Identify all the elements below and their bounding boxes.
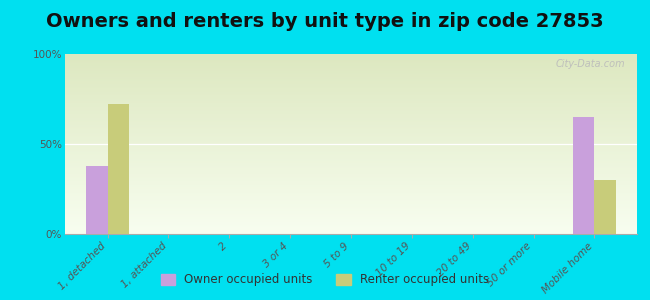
- Bar: [573, 117, 594, 234]
- Text: Owners and renters by unit type in zip code 27853: Owners and renters by unit type in zip c…: [46, 12, 604, 31]
- Legend: Owner occupied units, Renter occupied units: Owner occupied units, Renter occupied un…: [156, 269, 494, 291]
- Text: City-Data.com: City-Data.com: [556, 59, 625, 69]
- Bar: [86, 166, 108, 234]
- Bar: [594, 180, 616, 234]
- Bar: [108, 104, 129, 234]
